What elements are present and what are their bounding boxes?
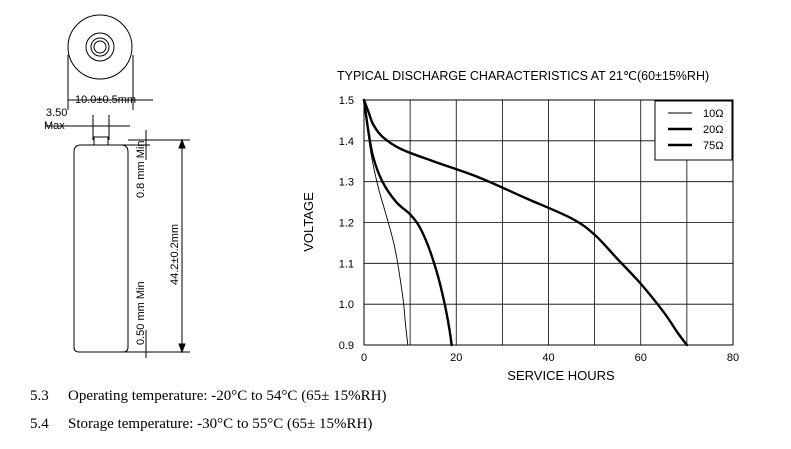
height-label: 44.2±0.2mm (169, 224, 181, 285)
height-arrow-top (178, 138, 186, 149)
battery-drawing (45, 14, 190, 358)
top-view-nub-circle (85, 32, 115, 62)
discharge-chart: 0 20 40 60 80 1.5 1.4 1.3 1.2 1.1 1.0 0.9 10Ω 20Ω 75… (339, 95, 739, 364)
spec-storage-temperature: 5.4 Storage temperature: -30°C to 55°C (6… (30, 416, 372, 433)
spec-operating-temperature: 5.3 Operating temperature: -20°C to 54°C … (30, 388, 387, 405)
y-axis-label: VOLTAGE (301, 192, 316, 252)
battery-body (73, 144, 129, 353)
top-view-outer-circle (67, 14, 133, 80)
bottom-min-label: 0.50 mm Min (135, 281, 147, 345)
x-tick-label: 40 (542, 352, 554, 364)
height-arrow-bottom (178, 343, 186, 354)
y-tick-label: 1.0 (339, 299, 354, 311)
legend-label: 20Ω (703, 124, 723, 136)
series-line-1 (362, 98, 453, 347)
x-tick-label: 80 (727, 352, 739, 364)
top-view-nub-center (93, 40, 107, 54)
y-tick-label: 1.3 (339, 177, 354, 189)
y-tick-labels: 1.5 1.4 1.3 1.2 1.1 1.0 0.9 (339, 95, 354, 352)
series-line-2 (362, 98, 689, 347)
x-tick-label: 0 (361, 352, 367, 364)
x-tick-label: 20 (450, 352, 462, 364)
spec-number: 5.4 (30, 416, 49, 432)
nub-label-bottom: Max (44, 120, 65, 132)
y-tick-label: 1.4 (339, 136, 354, 148)
spec-text: Storage temperature: -30°C to 55°C (65± … (68, 416, 373, 432)
battery-nub (93, 136, 109, 146)
y-tick-label: 1.5 (339, 95, 354, 107)
series-lines (362, 98, 689, 347)
diameter-label: 10.0±0.5mm (75, 94, 136, 106)
spec-number: 5.3 (30, 388, 49, 404)
y-tick-label: 1.2 (339, 218, 354, 230)
legend-box (654, 100, 733, 161)
top-view-nub-inner (90, 37, 110, 57)
legend: 10Ω 20Ω 75Ω (654, 100, 733, 161)
y-tick-label: 1.1 (339, 258, 354, 270)
top-min-label: 0.8 mm Min (135, 141, 147, 198)
legend-label: 75Ω (703, 140, 723, 152)
x-tick-label: 60 (635, 352, 647, 364)
x-tick-labels: 0 20 40 60 80 (361, 352, 739, 364)
legend-label: 10Ω (703, 108, 723, 120)
figure-area: 10.0±0.5mm 3.50 Max 0.8 mm Min 44.2±0.2m… (44, 14, 739, 380)
spec-text: Operating temperature: -20°C to 54°C (65… (68, 388, 387, 404)
chart-title: TYPICAL DISCHARGE CHARACTERISTICS AT 21℃… (337, 69, 709, 83)
y-tick-label: 0.9 (339, 340, 354, 352)
x-axis-label: SERVICE HOURS (507, 368, 615, 380)
nub-label-top: 3.50 (46, 107, 67, 119)
